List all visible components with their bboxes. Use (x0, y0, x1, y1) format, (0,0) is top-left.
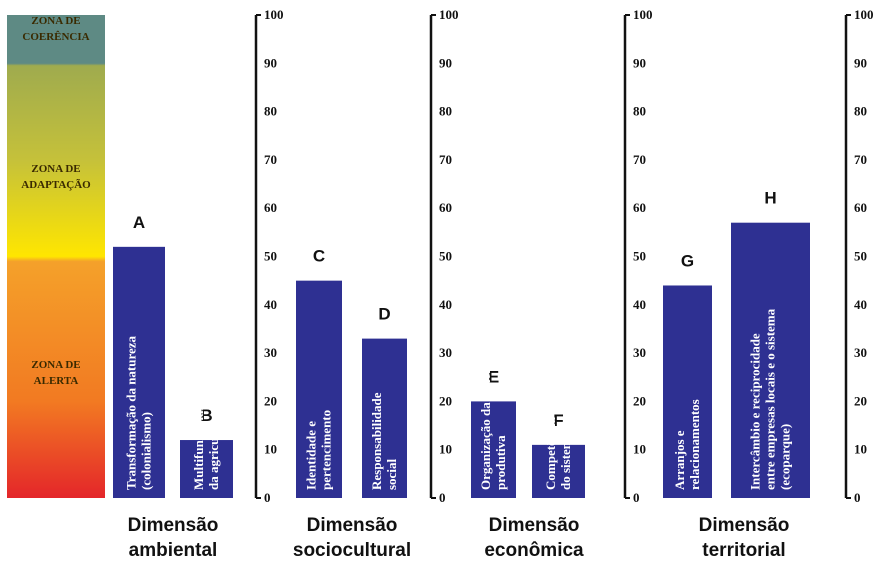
tick-label: 20 (854, 393, 867, 408)
bar-letter: D (378, 305, 390, 324)
bar-text: produtiva (493, 435, 508, 490)
dimension-label: Dimensão (307, 515, 398, 536)
group-labels: Dimensão ambiental Dimensão sociocultural Di… (128, 515, 790, 561)
dimension-label: Dimensão (699, 515, 790, 536)
tick-label: 40 (264, 297, 277, 312)
bar-text: Intercâmbio e reciprocidade (748, 333, 763, 490)
bar-text: pertencimento (319, 410, 334, 490)
tick-label: 10 (633, 442, 646, 457)
tick-label: 100 (264, 7, 284, 22)
tick-label: 70 (439, 152, 452, 167)
tick-label: 30 (439, 345, 452, 360)
tick-label: 20 (633, 393, 646, 408)
bar-text: Arranjos e (672, 430, 687, 490)
dimension-label: Dimensão (489, 515, 580, 536)
zone-label: ADAPTAÇÃO (21, 179, 91, 191)
dimension-label: sociocultural (293, 540, 411, 561)
tick-label: 0 (854, 490, 861, 505)
tick-label: 30 (264, 345, 277, 360)
tick-label: 80 (854, 104, 867, 119)
tick-label: 10 (854, 442, 867, 457)
bar-text: do sistema (558, 431, 573, 490)
tick-label: 70 (633, 152, 646, 167)
bar-text: Identidade e (304, 421, 319, 490)
tick-label: 80 (439, 104, 452, 119)
tick-label: 50 (264, 249, 277, 264)
dimension-label: Dimensão (128, 515, 219, 536)
tick-label: 90 (439, 55, 452, 70)
tick-label: 30 (854, 345, 867, 360)
bar-text: entre empresas locais e o sistema (763, 308, 778, 490)
bar-letter: A (133, 213, 145, 232)
tick-label: 90 (633, 55, 646, 70)
tick-label: 100 (439, 7, 459, 22)
tick-label: 70 (854, 152, 867, 167)
bar-letter: H (764, 189, 776, 208)
zone-label: COERÊNCIA (22, 31, 89, 43)
zone-label: ZONA DE (31, 15, 80, 27)
dimension-label: ambiental (129, 540, 218, 561)
tick-label: 60 (633, 200, 646, 215)
tick-label: 20 (264, 393, 277, 408)
bar-text: social (384, 459, 399, 490)
tick-label: 40 (633, 297, 646, 312)
bar-text: Multifuncionalidade (191, 376, 206, 490)
zone-label: ZONA DE (31, 359, 80, 371)
zone-bar: ZONA DE COERÊNCIA ZONA DE ADAPTAÇÃO ZONA DE A… (7, 15, 105, 498)
tick-label: 100 (633, 7, 653, 22)
bar-text: relacionamentos (687, 399, 702, 490)
bar-text: da agricultura (206, 410, 221, 490)
zone-label: ZONA DE (31, 163, 80, 175)
bar-text: Transformação da natureza (124, 335, 139, 490)
tick-label: 50 (633, 249, 646, 264)
zone-gradient (7, 15, 105, 498)
tick-label: 80 (264, 104, 277, 119)
tick-label: 0 (633, 490, 640, 505)
bar-letter: C (313, 247, 325, 266)
tick-label: 50 (439, 249, 452, 264)
tick-label: 50 (854, 249, 867, 264)
bars: A Transformação da natureza (colonialismo)… (113, 189, 810, 498)
tick-label: 60 (854, 200, 867, 215)
tick-label: 100 (854, 7, 874, 22)
tick-label: 80 (633, 104, 646, 119)
tick-label: 40 (439, 297, 452, 312)
bar-letter: G (681, 251, 694, 270)
tick-label: 10 (439, 442, 452, 457)
dimension-label: territorial (702, 540, 785, 561)
bar-text: Responsabilidade (369, 392, 384, 490)
dimension-label: econômica (484, 540, 584, 561)
tick-label: 70 (264, 152, 277, 167)
tick-label: 90 (854, 55, 867, 70)
tick-label: 40 (854, 297, 867, 312)
tick-label: 90 (264, 55, 277, 70)
tick-label: 0 (264, 490, 271, 505)
tick-label: 10 (264, 442, 277, 457)
bar-text: Organização da cadeia (478, 363, 493, 490)
bar-text: Competência e estabilidade (543, 338, 558, 490)
tick-label: 60 (439, 200, 452, 215)
tick-label: 0 (439, 490, 446, 505)
tick-label: 30 (633, 345, 646, 360)
tick-label: 20 (439, 393, 452, 408)
bar-text: (ecoparque) (778, 424, 793, 490)
zone-label: ALERTA (34, 375, 79, 387)
bar-text: (colonialismo) (139, 412, 154, 490)
tick-label: 60 (264, 200, 277, 215)
